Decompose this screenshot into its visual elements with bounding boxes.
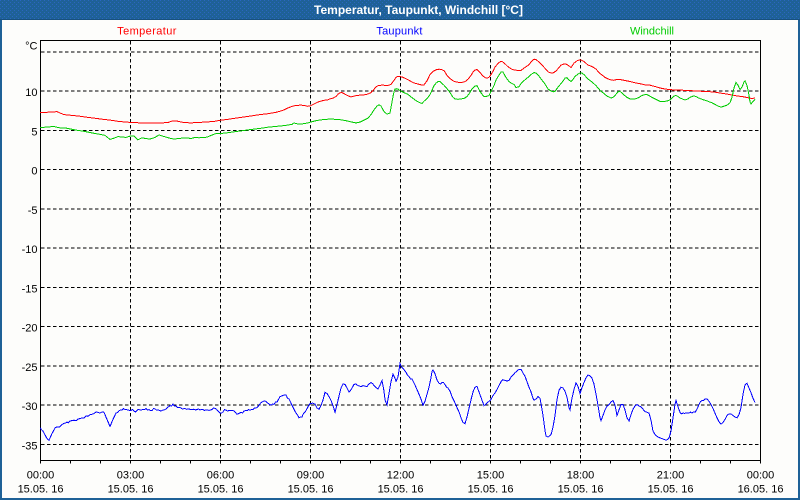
svg-text:-15: -15 [22, 283, 38, 295]
svg-text:15.05. 16: 15.05. 16 [288, 484, 334, 496]
svg-text:-25: -25 [22, 362, 38, 374]
svg-text:21:00: 21:00 [657, 470, 685, 482]
svg-text:-5: -5 [28, 205, 38, 217]
svg-text:°C: °C [25, 41, 37, 53]
svg-text:Temperatur: Temperatur [117, 26, 177, 38]
svg-text:15.05. 16: 15.05. 16 [558, 484, 604, 496]
svg-text:Windchill: Windchill [630, 26, 674, 38]
svg-text:15.05. 16: 15.05. 16 [378, 484, 424, 496]
svg-text:5: 5 [31, 126, 37, 138]
svg-text:-20: -20 [22, 323, 38, 335]
svg-text:-35: -35 [22, 441, 38, 453]
svg-text:15.05. 16: 15.05. 16 [18, 484, 64, 496]
svg-text:-10: -10 [22, 244, 38, 256]
svg-text:16.05. 16: 16.05. 16 [738, 484, 784, 496]
svg-text:-30: -30 [22, 401, 38, 413]
svg-text:06:00: 06:00 [207, 470, 235, 482]
svg-text:12:00: 12:00 [387, 470, 415, 482]
svg-text:Taupunkt: Taupunkt [376, 26, 422, 38]
svg-text:15.05. 16: 15.05. 16 [648, 484, 694, 496]
svg-text:18:00: 18:00 [567, 470, 595, 482]
svg-text:10: 10 [25, 87, 37, 99]
svg-text:15.05. 16: 15.05. 16 [468, 484, 514, 496]
svg-text:Temperatur, Taupunkt, Windchil: Temperatur, Taupunkt, Windchill [°C] [314, 3, 523, 17]
svg-text:09:00: 09:00 [297, 470, 325, 482]
svg-text:00:00: 00:00 [27, 470, 55, 482]
svg-text:00:00: 00:00 [747, 470, 775, 482]
svg-text:15.05. 16: 15.05. 16 [108, 484, 154, 496]
svg-text:0: 0 [31, 166, 37, 178]
svg-text:15:00: 15:00 [477, 470, 505, 482]
svg-text:15.05. 16: 15.05. 16 [198, 484, 244, 496]
svg-text:03:00: 03:00 [117, 470, 145, 482]
